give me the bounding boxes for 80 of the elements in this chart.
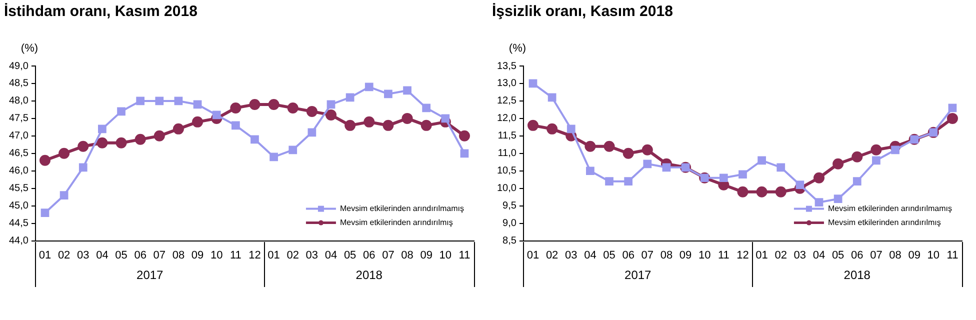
x-tick-label: 06 xyxy=(851,249,864,262)
y-tick-label: 12,5 xyxy=(496,96,517,107)
x-tick-label: 02 xyxy=(286,249,299,262)
y-tick-label: 45,0 xyxy=(8,200,29,212)
x-tick-label: 07 xyxy=(641,249,654,262)
y-tick-label: 10,5 xyxy=(496,166,517,177)
x-tick-label: 07 xyxy=(382,249,394,262)
y-tick-label: 9,0 xyxy=(502,218,517,230)
text: 2017 xyxy=(624,268,652,282)
x-tick-label: 01 xyxy=(38,249,52,262)
x-tick-label: 11 xyxy=(230,249,242,262)
x-tick-label: 04 xyxy=(324,249,338,262)
text: 2018 xyxy=(356,268,383,282)
x-tick-label: 05 xyxy=(115,249,128,262)
x-tick-label: 12 xyxy=(736,249,749,262)
text: 2017 xyxy=(136,268,164,282)
x-tick-label: 05 xyxy=(832,249,844,262)
x-tick-label: 03 xyxy=(794,249,806,262)
x-tick-label: 08 xyxy=(660,249,673,262)
y-tick-label: 46,0 xyxy=(8,166,29,177)
x-tick-label: 11 xyxy=(946,249,958,262)
x-tick-label: 10 xyxy=(927,249,940,262)
legend-label: Mevsim etkilerinden arındırılmış xyxy=(828,218,941,228)
x-tick-label: 03 xyxy=(77,249,90,262)
x-tick-label: 05 xyxy=(344,249,356,262)
x-tick-label: 05 xyxy=(603,249,616,262)
x-tick-label: 04 xyxy=(812,249,826,262)
x-tick-label: 10 xyxy=(210,249,223,262)
x-tick-label: 11 xyxy=(458,249,470,262)
x-tick-label: 09 xyxy=(908,249,920,262)
y-axis-title: (%) xyxy=(20,42,38,55)
x-tick-label: 09 xyxy=(679,249,692,262)
x-tick-label: 01 xyxy=(756,249,768,262)
x-tick-label: 12 xyxy=(248,249,261,262)
y-tick-label: 44,0 xyxy=(8,236,29,247)
x-tick-label: 04 xyxy=(584,249,596,262)
x-tick-label: 02 xyxy=(58,249,70,262)
x-tick-label: 08 xyxy=(172,249,185,262)
x-tick-label: 10 xyxy=(698,249,711,262)
y-axis-title: (%) xyxy=(508,42,526,55)
x-tick-label: 03 xyxy=(306,249,318,262)
y-tick-label: 48,0 xyxy=(8,96,29,107)
chart-title: İşsizlik oranı, Kasım 2018 xyxy=(492,3,673,20)
x-tick-label: 02 xyxy=(546,249,558,262)
x-tick-label: 01 xyxy=(268,249,280,262)
x-tick-label: 06 xyxy=(363,249,376,262)
y-tick-label: 11,0 xyxy=(498,148,517,160)
y-tick-label: 8,5 xyxy=(502,236,517,247)
x-tick-label: 03 xyxy=(565,249,578,262)
y-tick-label: 46,5 xyxy=(8,148,29,160)
y-tick-label: 44,5 xyxy=(8,218,29,230)
y-tick-label: 48,5 xyxy=(8,78,29,90)
legend-label: Mevsim etkilerinden arındırılmamış xyxy=(340,204,464,214)
legend-label: Mevsim etkilerinden arındırılmamış xyxy=(828,204,952,214)
x-tick-label: 04 xyxy=(96,249,108,262)
x-tick-label: 06 xyxy=(622,249,634,262)
x-tick-label: 10 xyxy=(439,249,452,262)
chart-title: İstihdam oranı, Kasım 2018 xyxy=(4,3,198,20)
y-tick-label: 9,5 xyxy=(502,200,517,212)
x-tick-label: 02 xyxy=(774,249,787,262)
text: 2018 xyxy=(844,268,871,282)
y-tick-label: 47,5 xyxy=(8,113,29,124)
x-tick-label: 07 xyxy=(153,249,166,262)
x-tick-label: 08 xyxy=(401,249,414,262)
y-tick-label: 45,5 xyxy=(8,183,29,194)
y-tick-label: 12,0 xyxy=(496,113,517,124)
legend-label: Mevsim etkilerinden arındırılmış xyxy=(340,218,453,228)
x-tick-label: 06 xyxy=(134,249,146,262)
x-tick-label: 07 xyxy=(870,249,882,262)
y-tick-label: 11,5 xyxy=(498,130,517,142)
x-tick-label: 09 xyxy=(191,249,204,262)
y-tick-label: 49,0 xyxy=(8,60,29,72)
y-tick-label: 13,0 xyxy=(496,78,517,90)
y-tick-label: 10,0 xyxy=(496,183,517,194)
x-tick-label: 11 xyxy=(718,249,730,262)
y-tick-label: 13,5 xyxy=(496,60,517,72)
x-tick-label: 09 xyxy=(420,249,432,262)
y-tick-label: 47,0 xyxy=(8,130,29,142)
x-tick-label: 01 xyxy=(526,249,540,262)
x-tick-label: 08 xyxy=(889,249,902,262)
